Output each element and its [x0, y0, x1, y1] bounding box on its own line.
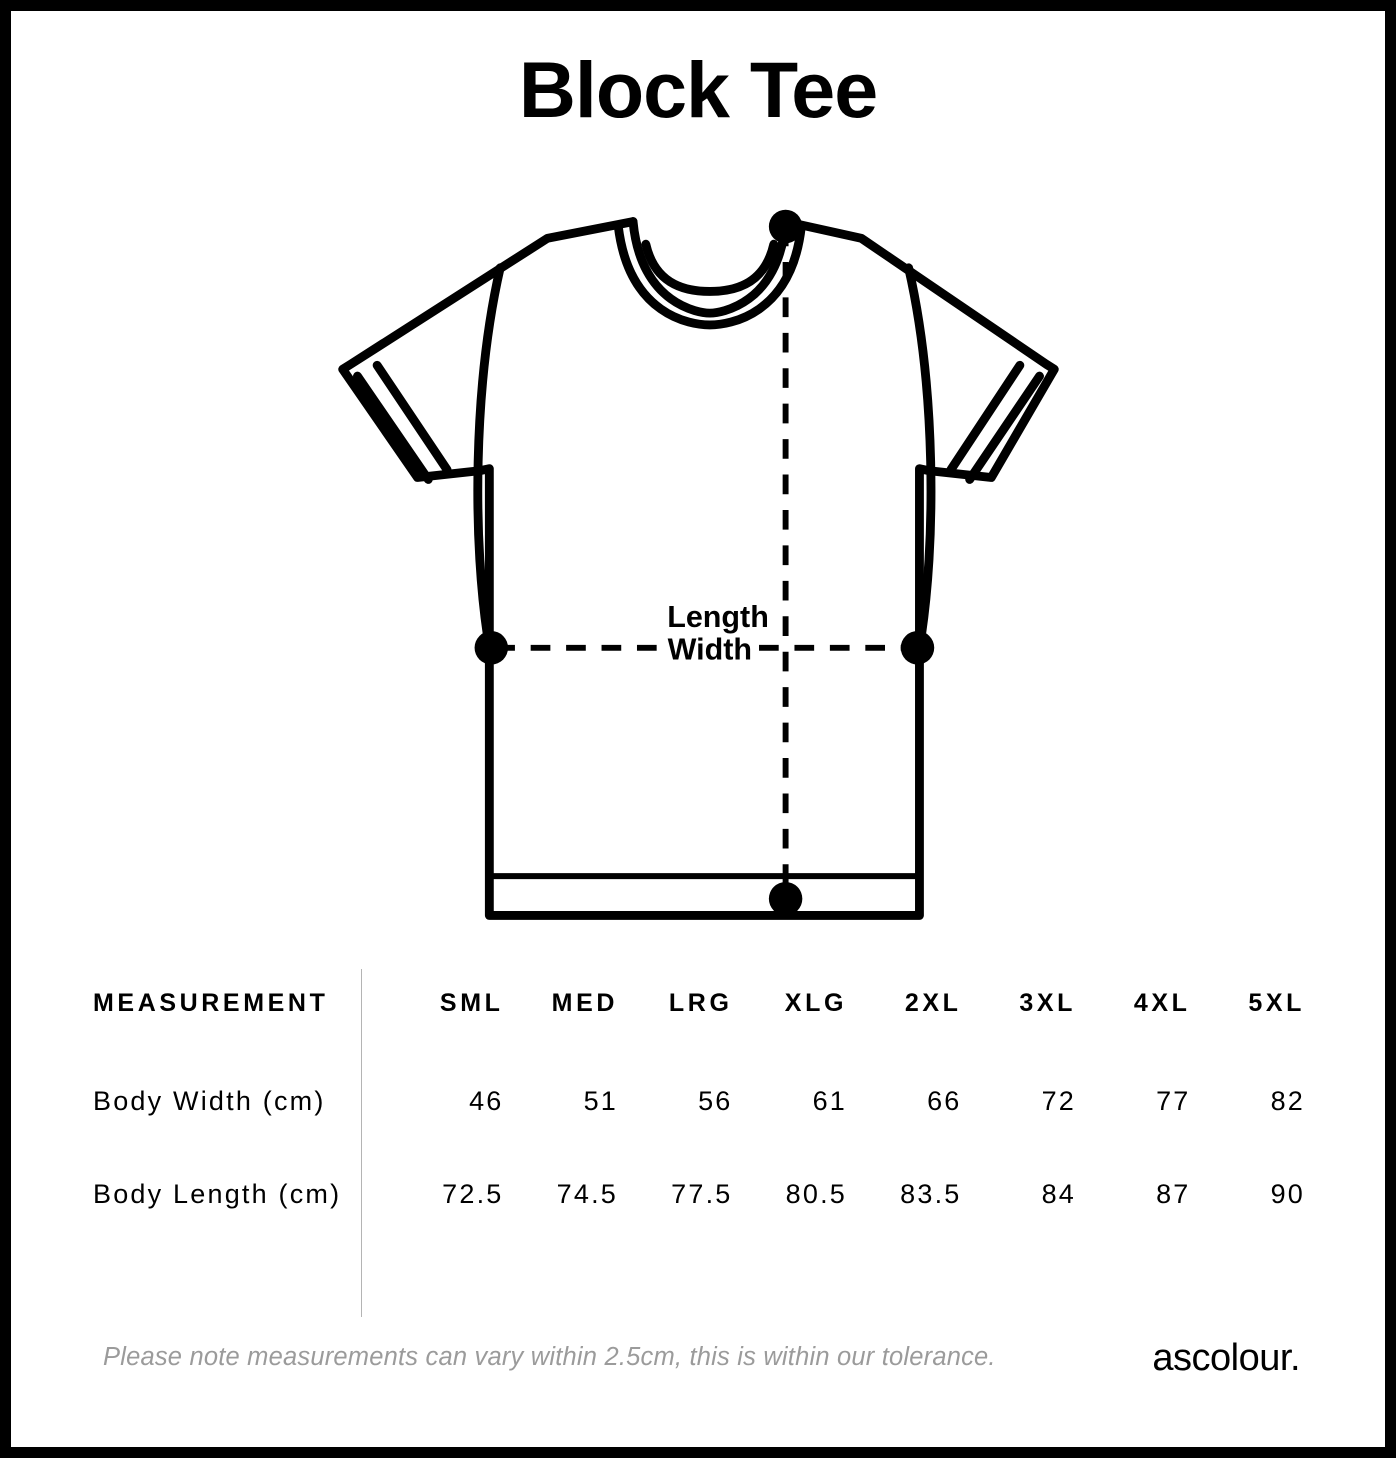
shoulder-neck-point-dot — [768, 209, 803, 244]
garment-diagram: Width Length — [11, 191, 1385, 951]
row-label-body-length: Body Length (cm) — [93, 1179, 342, 1209]
row-label-body-width: Body Width (cm) — [93, 1086, 326, 1116]
left-sleeve-cuff-inner — [372, 360, 452, 475]
cell-body-width-3xl: 72 — [1041, 1086, 1076, 1116]
right-armhole-seam — [904, 263, 936, 653]
cell-body-length-2xl: 83.5 — [900, 1179, 962, 1209]
tshirt-svg: Width Length — [338, 209, 1059, 920]
column-header-3xl: 3XL — [1019, 988, 1076, 1017]
cell-body-width-lrg: 56 — [698, 1086, 733, 1116]
cell-body-length-lrg: 77.5 — [671, 1179, 733, 1209]
width-label: Width — [668, 633, 752, 667]
table-row: Body Width (cm) 46 51 56 61 66 72 77 82 — [93, 1055, 1305, 1148]
hem-center-point-dot — [768, 882, 803, 916]
collar-rib-2 — [613, 222, 806, 330]
cell-body-length-xlg: 80.5 — [785, 1179, 847, 1209]
right-armpit-point-dot — [900, 631, 935, 665]
column-header-sml: SML — [439, 988, 504, 1017]
length-label: Length — [667, 600, 769, 634]
column-header-med: MED — [551, 988, 618, 1017]
cell-body-width-xlg: 61 — [812, 1086, 847, 1116]
cell-body-length-med: 74.5 — [556, 1179, 618, 1209]
cell-body-width-5xl: 82 — [1270, 1086, 1305, 1116]
table-row: Body Length (cm) 72.5 74.5 77.5 80.5 83.… — [93, 1148, 1305, 1241]
collar-rib-1 — [641, 239, 779, 296]
column-header-lrg: LRG — [668, 988, 733, 1017]
cell-body-length-5xl: 90 — [1270, 1179, 1305, 1209]
column-header-4xl: 4XL — [1133, 988, 1191, 1017]
table-column-divider — [361, 969, 362, 1317]
table-header-row: MEASUREMENT SML MED LRG XLG 2XL 3XL 4XL … — [93, 951, 1305, 1055]
cell-body-width-sml: 46 — [469, 1086, 504, 1116]
cell-body-length-3xl: 84 — [1041, 1179, 1076, 1209]
size-chart-inner: Block Tee — [11, 11, 1385, 1447]
column-header-5xl: 5XL — [1248, 988, 1305, 1017]
page-title: Block Tee — [518, 45, 878, 134]
measurements-table-area: MEASUREMENT SML MED LRG XLG 2XL 3XL 4XL … — [11, 951, 1385, 1341]
cell-body-width-med: 51 — [583, 1086, 618, 1116]
left-armpit-point-dot — [474, 631, 509, 665]
tolerance-note: Please note measurements can vary within… — [103, 1343, 996, 1371]
column-header-measurement: MEASUREMENT — [93, 988, 329, 1017]
tshirt-outline — [338, 217, 1059, 920]
cell-body-width-2xl: 66 — [927, 1086, 962, 1116]
cell-body-length-4xl: 87 — [1156, 1179, 1191, 1209]
cell-body-width-4xl: 77 — [1156, 1086, 1191, 1116]
right-sleeve-cuff — [965, 371, 1044, 484]
left-sleeve-cuff — [353, 371, 433, 484]
collar-outer — [628, 217, 791, 318]
measurements-table: MEASUREMENT SML MED LRG XLG 2XL 3XL 4XL … — [93, 951, 1305, 1241]
right-sleeve-cuff-inner — [946, 360, 1025, 475]
column-header-xlg: XLG — [784, 988, 847, 1017]
left-armhole-seam — [473, 263, 505, 653]
footer: Please note measurements can vary within… — [11, 1331, 1385, 1401]
cell-body-length-sml: 72.5 — [442, 1179, 504, 1209]
column-header-2xl: 2XL — [904, 988, 962, 1017]
brand-logo: ascolour. — [1152, 1337, 1300, 1379]
